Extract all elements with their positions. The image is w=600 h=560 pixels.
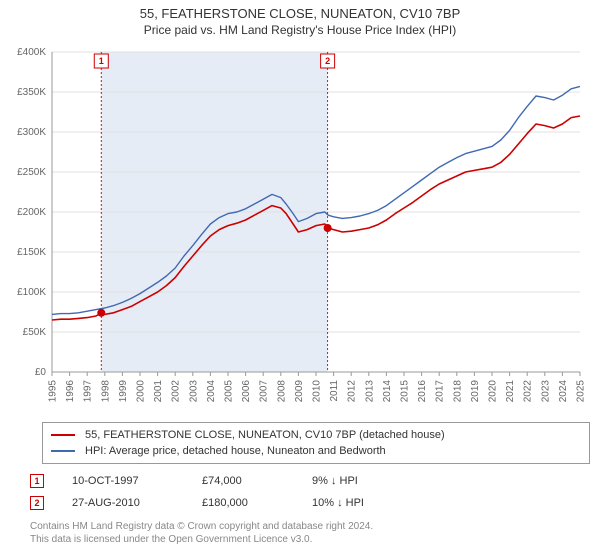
svg-text:£300K: £300K (17, 127, 46, 138)
footer-line1: Contains HM Land Registry data © Crown c… (30, 520, 590, 533)
sale-date: 10-OCT-1997 (72, 475, 202, 487)
svg-text:2010: 2010 (312, 380, 323, 403)
svg-text:2002: 2002 (171, 380, 182, 403)
legend-swatch-hpi (51, 450, 75, 452)
svg-text:2016: 2016 (417, 380, 428, 403)
svg-text:2018: 2018 (452, 380, 463, 403)
svg-text:2005: 2005 (224, 380, 235, 403)
svg-text:2: 2 (325, 56, 330, 66)
sale-delta: 9% ↓ HPI (312, 475, 432, 487)
svg-text:1: 1 (99, 56, 104, 66)
svg-text:£400K: £400K (17, 47, 46, 58)
svg-text:£100K: £100K (17, 287, 46, 298)
sale-marker-2-num: 2 (34, 498, 39, 508)
svg-text:2007: 2007 (259, 380, 270, 403)
svg-text:£200K: £200K (17, 207, 46, 218)
footer-attribution: Contains HM Land Registry data © Crown c… (30, 520, 590, 546)
footer-line2: This data is licensed under the Open Gov… (30, 533, 590, 546)
title-address: 55, FEATHERSTONE CLOSE, NUNEATON, CV10 7… (0, 6, 600, 21)
svg-text:2000: 2000 (136, 380, 147, 403)
legend-row-price-paid: 55, FEATHERSTONE CLOSE, NUNEATON, CV10 7… (51, 427, 581, 443)
svg-text:2014: 2014 (382, 380, 393, 403)
svg-text:£50K: £50K (23, 327, 47, 338)
svg-text:2006: 2006 (241, 380, 252, 403)
chart-area: £0 £50K £100K £150K £200K £250K £300K £350K £400… (10, 44, 590, 414)
svg-text:1997: 1997 (83, 380, 94, 403)
sale-marker-2: 2 (30, 496, 44, 510)
svg-text:2008: 2008 (276, 380, 287, 403)
svg-text:£350K: £350K (17, 87, 46, 98)
svg-text:2022: 2022 (523, 380, 534, 403)
svg-text:1995: 1995 (48, 380, 59, 403)
title-subtitle: Price paid vs. HM Land Registry's House … (0, 23, 600, 37)
legend-label-price-paid: 55, FEATHERSTONE CLOSE, NUNEATON, CV10 7… (85, 429, 445, 441)
sale-marker-1: 1 (30, 474, 44, 488)
svg-text:2012: 2012 (347, 380, 358, 403)
svg-text:2003: 2003 (188, 380, 199, 403)
chart-container: 55, FEATHERSTONE CLOSE, NUNEATON, CV10 7… (0, 0, 600, 560)
legend: 55, FEATHERSTONE CLOSE, NUNEATON, CV10 7… (42, 422, 590, 464)
svg-text:2023: 2023 (540, 380, 551, 403)
svg-text:£0: £0 (35, 367, 47, 378)
sale-delta: 10% ↓ HPI (312, 497, 432, 509)
svg-text:2013: 2013 (364, 380, 375, 403)
sale-price: £180,000 (202, 497, 312, 509)
svg-text:£250K: £250K (17, 167, 46, 178)
title-block: 55, FEATHERSTONE CLOSE, NUNEATON, CV10 7… (0, 0, 600, 37)
svg-text:2009: 2009 (294, 380, 305, 403)
svg-text:2017: 2017 (435, 380, 446, 403)
svg-text:2021: 2021 (505, 380, 516, 403)
svg-text:2004: 2004 (206, 380, 217, 403)
svg-text:2024: 2024 (558, 380, 569, 403)
legend-swatch-price-paid (51, 434, 75, 436)
legend-label-hpi: HPI: Average price, detached house, Nune… (85, 445, 386, 457)
sale-row: 2 27-AUG-2010 £180,000 10% ↓ HPI (30, 492, 590, 514)
svg-text:2025: 2025 (576, 380, 587, 403)
line-chart: £0 £50K £100K £150K £200K £250K £300K £350K £400… (10, 44, 590, 414)
svg-text:1998: 1998 (100, 380, 111, 403)
svg-text:2020: 2020 (488, 380, 499, 403)
sale-row: 1 10-OCT-1997 £74,000 9% ↓ HPI (30, 470, 590, 492)
svg-text:2015: 2015 (400, 380, 411, 403)
svg-text:2019: 2019 (470, 380, 481, 403)
svg-text:1999: 1999 (118, 380, 129, 403)
sale-records: 1 10-OCT-1997 £74,000 9% ↓ HPI 2 27-AUG-… (30, 470, 590, 514)
sale-price: £74,000 (202, 475, 312, 487)
svg-text:2001: 2001 (153, 380, 164, 403)
sale-marker-1-num: 1 (34, 476, 39, 486)
legend-row-hpi: HPI: Average price, detached house, Nune… (51, 443, 581, 459)
sale-date: 27-AUG-2010 (72, 497, 202, 509)
svg-text:£150K: £150K (17, 247, 46, 258)
svg-text:2011: 2011 (329, 380, 340, 402)
svg-text:1996: 1996 (65, 380, 76, 403)
